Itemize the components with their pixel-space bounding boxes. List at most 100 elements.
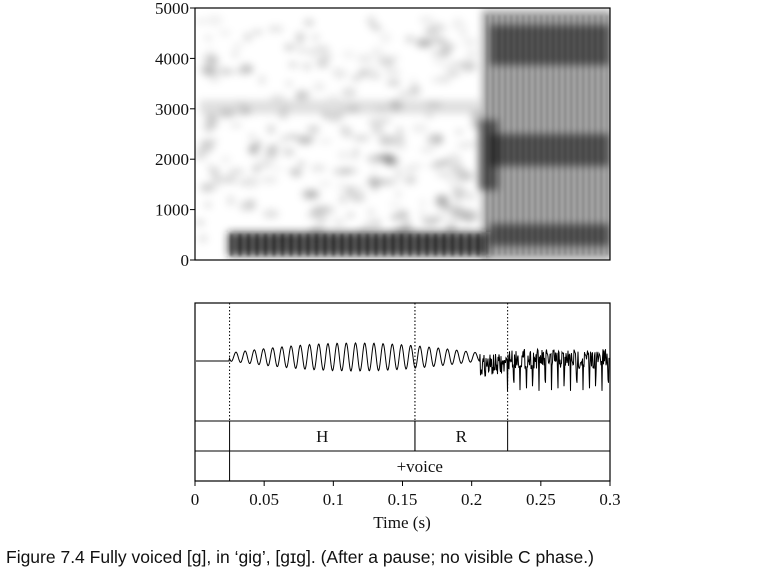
noise [419, 16, 434, 24]
noise [248, 134, 256, 139]
noise [332, 217, 346, 229]
striation [522, 15, 525, 255]
noise [430, 77, 441, 83]
x-tick-label: 0.1 [323, 490, 344, 509]
x-tick-label: 0.3 [599, 490, 620, 509]
noise [424, 113, 434, 118]
noise [465, 49, 478, 59]
noise [462, 227, 469, 233]
noise [371, 158, 378, 170]
striation [510, 15, 513, 255]
tier-label: R [456, 427, 468, 446]
striation [255, 234, 259, 256]
noise [220, 155, 232, 164]
noise [210, 181, 221, 191]
noise [378, 134, 395, 147]
noise [432, 213, 448, 222]
noise [357, 68, 369, 78]
noise [451, 187, 467, 195]
noise [462, 191, 477, 201]
striation [534, 15, 537, 255]
striation [528, 15, 531, 255]
noise [301, 190, 318, 200]
striation [332, 234, 335, 256]
noise [394, 168, 402, 179]
band [200, 100, 480, 114]
noise [285, 80, 293, 88]
x-tick-label: 0.05 [249, 490, 279, 509]
noise [419, 199, 427, 206]
noise [378, 178, 395, 186]
noise [288, 63, 303, 68]
striation [281, 234, 284, 256]
striation [476, 234, 480, 256]
noise [316, 215, 328, 225]
noise [310, 164, 326, 172]
striation [247, 234, 250, 256]
noise [195, 219, 205, 226]
noise [226, 194, 235, 207]
striation [315, 234, 318, 256]
noise [207, 116, 220, 129]
noise [409, 84, 421, 96]
striation [298, 234, 301, 256]
noise [375, 153, 389, 161]
tier-label: H [316, 427, 328, 446]
spectrogram [195, 8, 610, 260]
x-tick-label: 0 [191, 490, 200, 509]
noise [443, 63, 459, 75]
striation [408, 234, 412, 256]
y-tick-label: 0 [181, 251, 190, 270]
noise [346, 212, 355, 219]
striation [516, 15, 519, 255]
noise [267, 25, 284, 33]
noise [446, 153, 462, 164]
noise [258, 74, 266, 85]
striation [442, 234, 446, 256]
noise [247, 175, 260, 188]
noise [408, 163, 426, 168]
striation [504, 15, 507, 255]
noise [367, 208, 375, 217]
striation [570, 15, 573, 255]
waveform-frame [194, 302, 611, 482]
noise [310, 34, 321, 41]
noise [378, 32, 392, 44]
noise [198, 142, 215, 152]
noise [392, 139, 407, 151]
noise [386, 62, 393, 67]
noise [223, 174, 238, 185]
noise [261, 176, 278, 184]
noise [295, 31, 306, 43]
striation [272, 234, 276, 256]
noise [296, 160, 306, 167]
noise [311, 205, 327, 216]
striation [582, 15, 585, 255]
noise [395, 92, 412, 97]
formant [490, 224, 610, 246]
noise [426, 133, 444, 146]
noise [416, 39, 434, 48]
noise [208, 74, 221, 84]
noise [243, 32, 253, 42]
spectrogram-frame [194, 7, 611, 261]
noise [254, 154, 268, 163]
noise [366, 16, 377, 27]
y-tick-label: 5000 [155, 0, 189, 18]
noise [460, 60, 477, 72]
noise [315, 59, 330, 69]
noise [303, 62, 311, 71]
striation [498, 15, 501, 255]
noise [195, 18, 207, 24]
noise [365, 66, 379, 73]
striation [391, 234, 395, 256]
noise [428, 162, 443, 170]
y-tick-label: 1000 [155, 201, 189, 220]
noise [349, 192, 366, 203]
striation [434, 234, 437, 256]
noise [249, 143, 260, 155]
noise [410, 77, 417, 84]
noise [386, 79, 401, 87]
striation [366, 234, 369, 256]
striation [576, 15, 579, 255]
